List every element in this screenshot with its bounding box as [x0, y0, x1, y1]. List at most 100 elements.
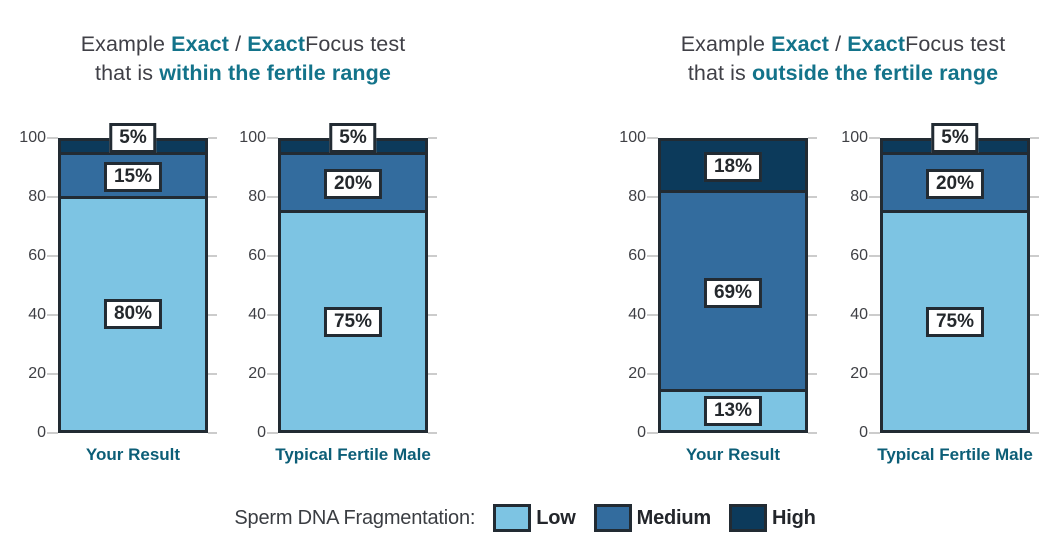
stacked-bar: 13% 69% 18% [658, 138, 808, 433]
percent-label-high: 5% [931, 123, 979, 153]
y-axis-tick-label: 20 [850, 365, 868, 382]
title-accent-text: Exact [847, 32, 906, 56]
axis-tick-mark [1030, 432, 1039, 434]
chart-title-right: Example Exact / ExactFocus test that is … [638, 30, 1048, 88]
legend-item-low-label: Low [536, 506, 576, 529]
axis-tick-mark [267, 255, 278, 257]
axis-tick-mark [208, 432, 217, 434]
bar-unit: 100 80 60 40 20 0 75% 20% 5% Typical Fertile Male [840, 123, 1039, 464]
percent-label-low: 80% [103, 299, 163, 330]
title-accent-text: Exact [771, 32, 829, 56]
axis-tick-mark [47, 137, 58, 139]
axis-tick-mark [808, 432, 817, 434]
y-axis-tick-label: 100 [619, 129, 646, 146]
axis-tick-mark [47, 255, 58, 257]
legend-item-medium-label: Medium [636, 506, 712, 529]
axis-tick-mark [47, 432, 58, 434]
axis-tick-mark [647, 373, 658, 375]
axis-tick-mark [208, 255, 217, 257]
legend-item-high-label: High [771, 506, 816, 529]
charts-area: 100 80 60 40 20 0 80% 15% 5% Your Result 100 80 60 40… [0, 123, 1050, 464]
y-axis-tick-label: 100 [239, 129, 266, 146]
chart-title-right-line1: Example Exact / ExactFocus test [638, 30, 1048, 59]
title-plain-text: / [829, 32, 848, 56]
title-plain-text: that is [95, 61, 160, 85]
axis-tick-mark [1030, 196, 1039, 198]
axis-tick-mark [47, 373, 58, 375]
axis-tick-mark [869, 137, 880, 139]
legend-item-high: High [728, 504, 816, 532]
stacked-bar: 75% 20% 5% [278, 123, 428, 433]
axis-tick-mark [208, 137, 217, 139]
axis-tick-mark [1030, 373, 1039, 375]
y-axis-tick-label: 100 [19, 129, 46, 146]
stacked-bar: 75% 20% 5% [880, 123, 1030, 433]
y-axis-tick-label: 0 [37, 424, 46, 441]
category-label: Typical Fertile Male [275, 445, 431, 464]
axis-tick-mark [869, 373, 880, 375]
percent-label-medium: 20% [925, 169, 985, 200]
axis-tick-mark [808, 314, 817, 316]
y-axis-tick-label: 20 [248, 365, 266, 382]
chart-title-right-line2: that is outside the fertile range [638, 59, 1048, 88]
legend-item-medium: Medium [593, 504, 712, 532]
y-axis-tick-label: 80 [628, 188, 646, 205]
axis-tick-mark [808, 196, 817, 198]
percent-label-medium: 20% [323, 169, 383, 200]
y-axis-tick-label: 0 [637, 424, 646, 441]
title-accent-text: Exact [247, 32, 306, 56]
y-axis-tick-label: 60 [248, 247, 266, 264]
y-axis-tick-label: 80 [28, 188, 46, 205]
y-axis-tick-label: 40 [628, 306, 646, 323]
percent-label-low: 75% [323, 306, 383, 337]
axis-tick-mark [267, 373, 278, 375]
axis-tick-mark [428, 196, 437, 198]
title-accent-text: Exact [171, 32, 229, 56]
axis-tick-mark [869, 314, 880, 316]
axis-tick-mark [1030, 314, 1039, 316]
axis-tick-mark [208, 196, 217, 198]
y-axis-tick-label: 80 [248, 188, 266, 205]
axis-tick-mark [267, 314, 278, 316]
y-axis-tick-label: 20 [28, 365, 46, 382]
title-plain-text: Example [80, 32, 172, 56]
axis-tick-mark [869, 196, 880, 198]
axis-tick-mark [647, 196, 658, 198]
axis-tick-mark [869, 255, 880, 257]
title-plain-text: Focus test [305, 32, 406, 56]
legend-item-low: Low [493, 504, 576, 532]
y-axis-tick-label: 20 [628, 365, 646, 382]
y-axis-tick-label: 60 [28, 247, 46, 264]
axis-tick-mark [208, 314, 217, 316]
axis-tick-mark [428, 137, 437, 139]
axis-tick-mark [47, 314, 58, 316]
title-plain-text: that is [687, 61, 752, 85]
axis-tick-mark [647, 432, 658, 434]
title-plain-text: Example [680, 32, 772, 56]
y-axis-tick-label: 40 [28, 306, 46, 323]
axis-tick-mark [428, 432, 437, 434]
axis-tick-mark [808, 137, 817, 139]
legend: Sperm DNA Fragmentation: Low Medium High [0, 504, 1050, 532]
bar-unit: 100 80 60 40 20 0 80% 15% 5% Your Result [18, 123, 217, 464]
axis-tick-mark [1030, 137, 1039, 139]
y-axis-tick-label: 0 [257, 424, 266, 441]
category-label: Your Result [85, 445, 181, 464]
axis-tick-mark [267, 196, 278, 198]
title-accent-text: outside the fertile range [751, 61, 999, 85]
axis-tick-mark [47, 196, 58, 198]
chart-title-left-line2: that is within the fertile range [38, 59, 448, 88]
percent-label-high: 18% [703, 152, 763, 182]
y-axis-tick-label: 0 [859, 424, 868, 441]
axis-tick-mark [208, 373, 217, 375]
y-axis-tick-label: 40 [248, 306, 266, 323]
axis-tick-mark [428, 314, 437, 316]
y-axis-tick-label: 60 [850, 247, 868, 264]
y-axis-tick-label: 80 [850, 188, 868, 205]
axis-tick-mark [808, 255, 817, 257]
percent-label-high: 5% [329, 123, 377, 153]
bar-unit: 100 80 60 40 20 0 13% 69% 18% Your Result [618, 129, 817, 464]
chart-title-left: Example Exact / ExactFocus test that is … [38, 30, 448, 88]
title-accent-text: within the fertile range [159, 61, 391, 85]
category-label: Typical Fertile Male [877, 445, 1033, 464]
